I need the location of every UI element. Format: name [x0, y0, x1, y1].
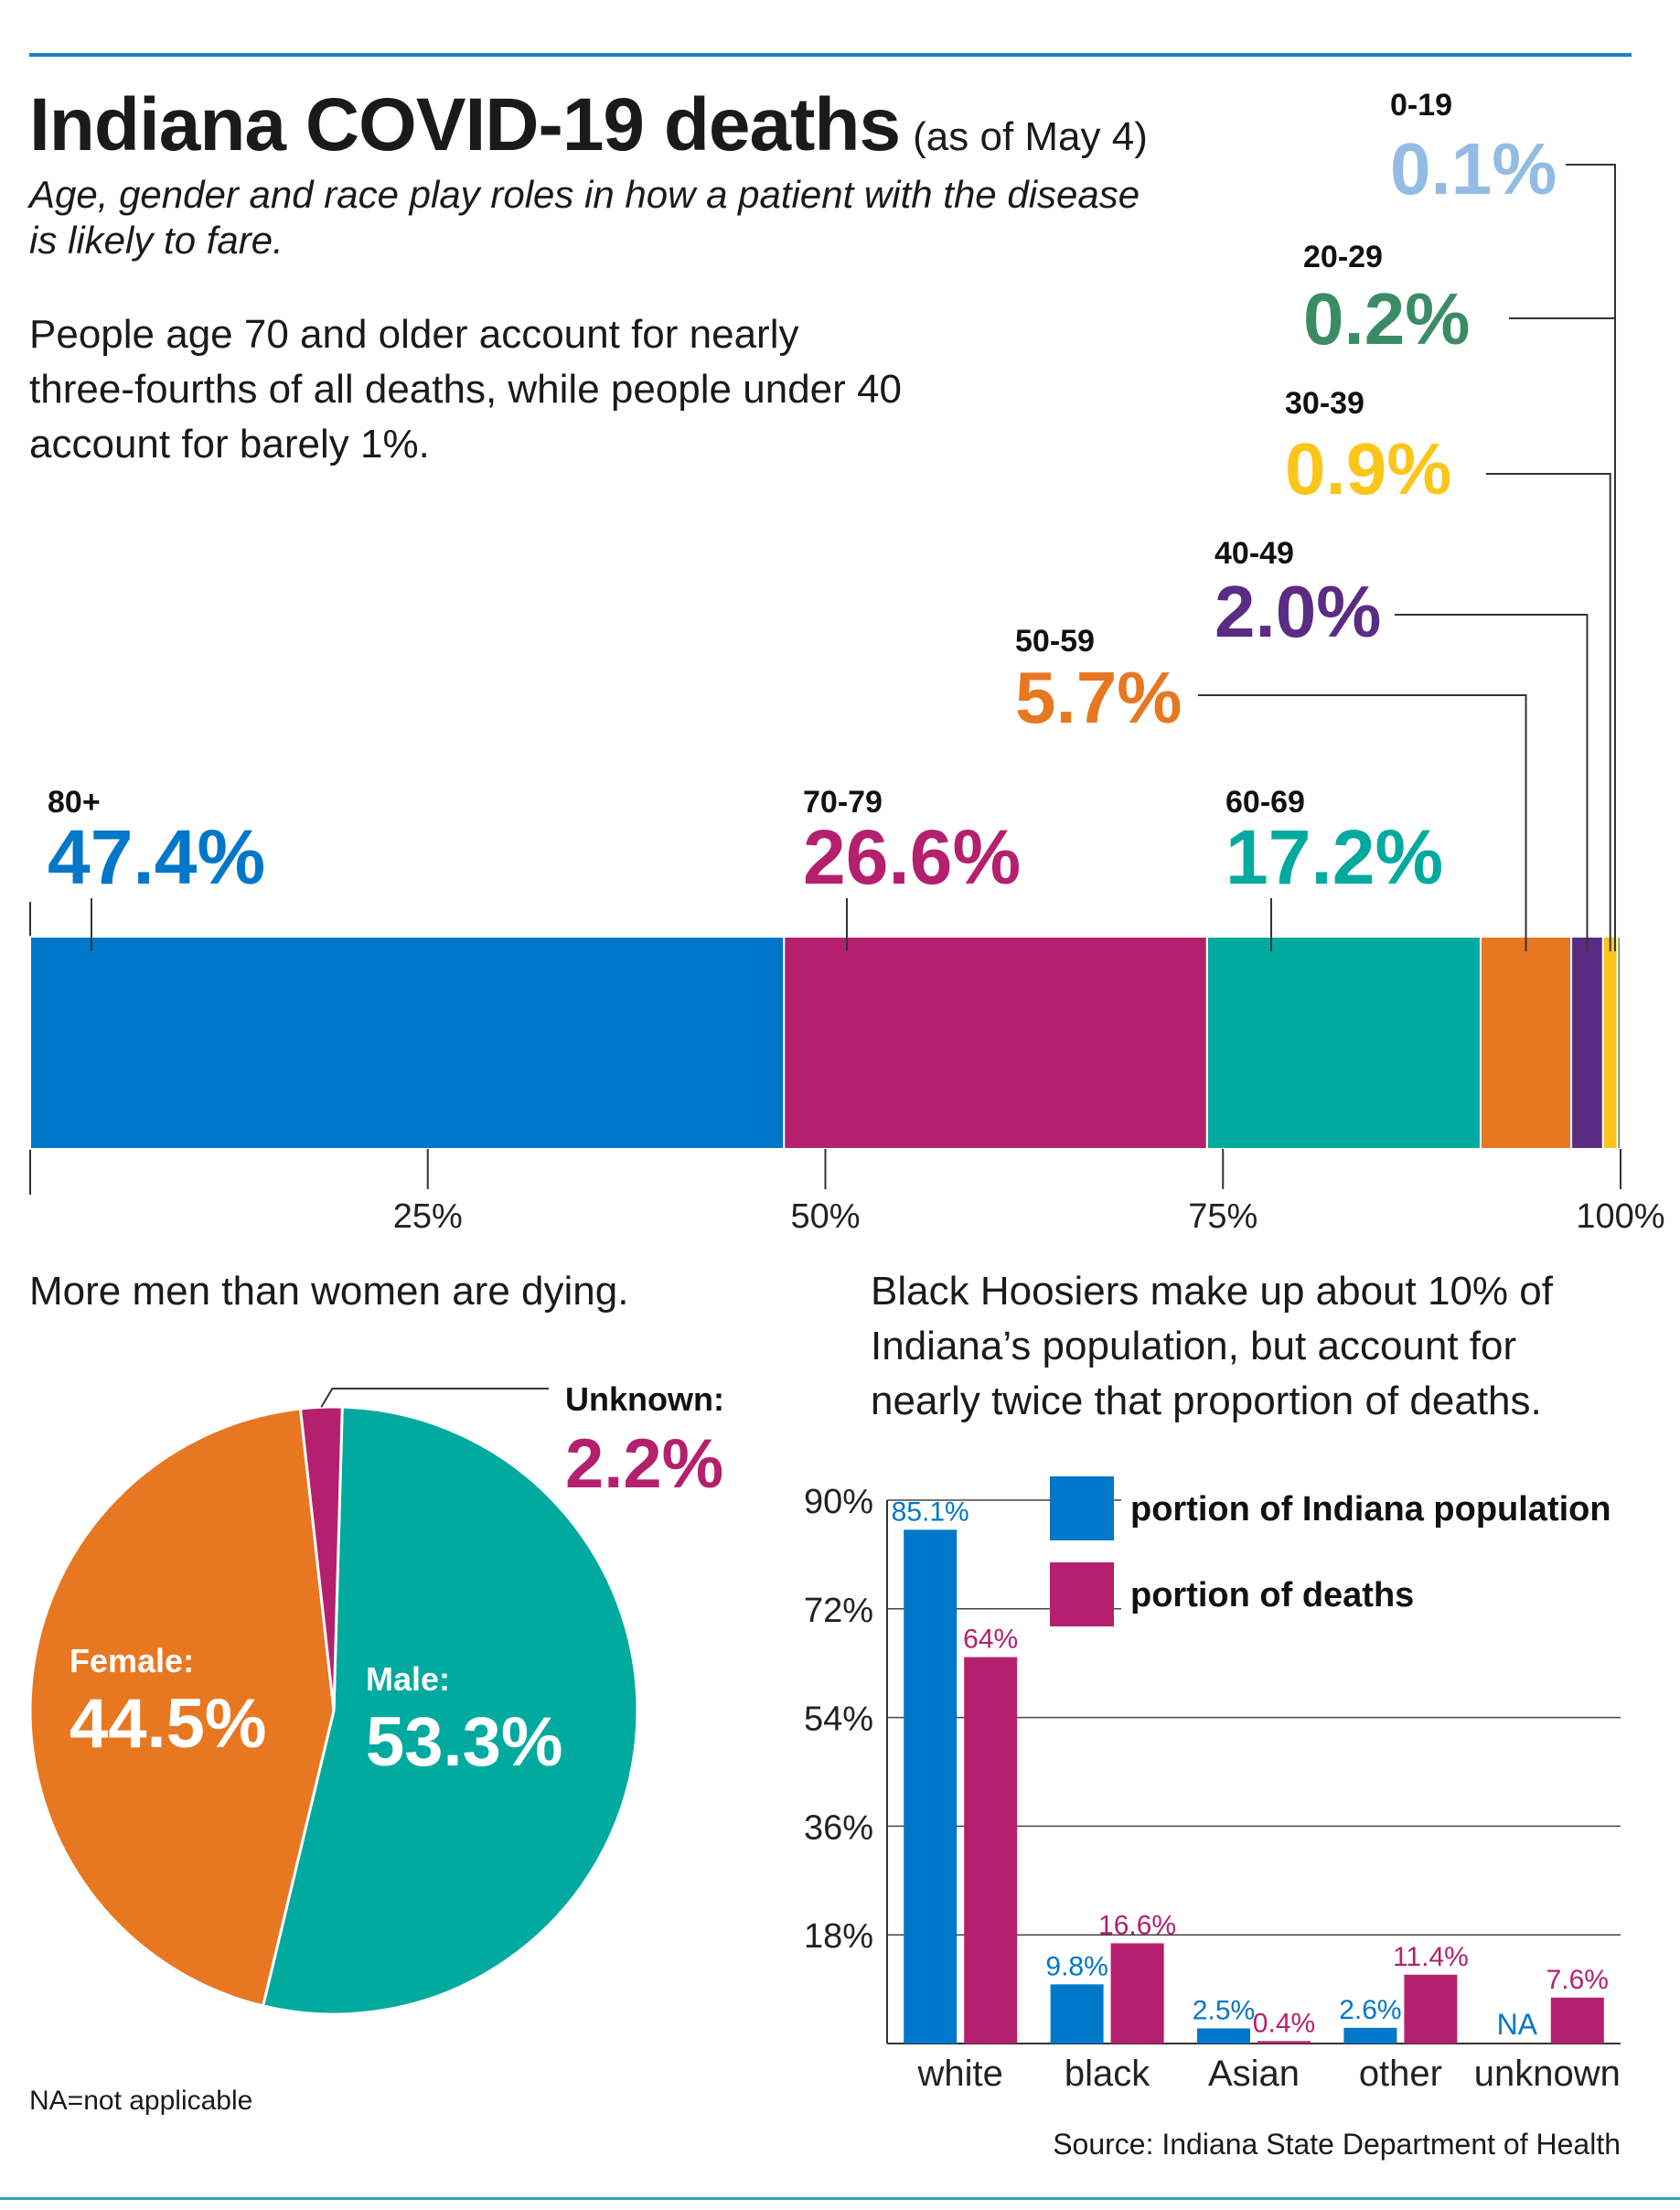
race-bar-asian-portion-of-deaths — [1257, 2041, 1311, 2044]
title-suffix: (as of May 4) — [913, 114, 1148, 159]
age-x-tick-label-100: 100% — [1576, 1197, 1664, 1236]
pie-value-male: 53.3% — [366, 1703, 563, 1781]
race-x-label-black: black — [1065, 2054, 1150, 2094]
age-segment-value-20-29: 0.2% — [1303, 278, 1470, 359]
race-bar-unknown-portion-of-deaths — [1550, 1997, 1604, 2044]
pie-value-female: 44.5% — [70, 1685, 267, 1763]
pie-value-unknown: 2.2% — [565, 1425, 723, 1503]
age-leader-30-39 — [1486, 473, 1611, 951]
age-segment-label-80: 80+ — [48, 785, 101, 820]
race-y-tick-label-72: 72% — [804, 1592, 873, 1630]
age-segment-label-50-59: 50-59 — [1015, 624, 1095, 659]
age-segment-label-70-79: 70-79 — [803, 785, 883, 820]
race-bar-asian-portion-of-indiana-population — [1197, 2028, 1250, 2044]
race-legend-label-portion-of-indiana-population: portion of Indiana population — [1130, 1490, 1611, 1529]
pie-slice-unknown — [298, 1405, 344, 1711]
age-segment-label-40-49: 40-49 — [1215, 536, 1294, 571]
age-leader-0-19 — [1566, 164, 1616, 951]
source-note: Source: Indiana State Department of Heal… — [1053, 2128, 1621, 2161]
age-bar-segment-40-49 — [1570, 936, 1604, 1150]
age-bar-segment-30-39 — [1601, 936, 1619, 1150]
age-segment-label-0-19: 0-19 — [1390, 88, 1452, 123]
race-bar-label-unknown-portion-of-indiana-population: NA — [1497, 2008, 1538, 2041]
age-segment-label-60-69: 60-69 — [1225, 785, 1305, 820]
age-leader-20-29 — [1509, 317, 1616, 951]
pie-label-unknown: Unknown: — [565, 1380, 724, 1418]
race-bar-label-other-portion-of-deaths: 11.4% — [1393, 1942, 1469, 1972]
age-segment-value-70-79: 26.6% — [803, 814, 1021, 900]
race-legend-swatch-portion-of-indiana-population — [1050, 1476, 1114, 1540]
race-x-label-white: white — [917, 2054, 1003, 2094]
race-bar-label-unknown-portion-of-deaths: 7.6% — [1546, 1965, 1609, 1995]
age-bar-segment-80 — [29, 936, 786, 1150]
race-y-tick-label-36: 36% — [804, 1808, 873, 1847]
race-bar-black-portion-of-indiana-population — [1050, 1984, 1104, 2044]
age-segment-value-50-59: 5.7% — [1015, 657, 1182, 738]
race-x-label-asian: Asian — [1208, 2054, 1300, 2094]
age-segment-value-0-19: 0.1% — [1390, 128, 1557, 209]
age-segment-value-60-69: 17.2% — [1225, 814, 1443, 900]
age-x-tick-label-50: 50% — [790, 1197, 860, 1236]
bottom-rule — [0, 2197, 1680, 2200]
race-bar-black-portion-of-deaths — [1110, 1943, 1164, 2044]
race-legend-bg-portion-of-deaths — [1121, 1568, 1621, 1621]
top-rule — [29, 53, 1632, 57]
gender-section-text: More men than women are dying. — [29, 1269, 629, 1314]
page-title: Indiana COVID-19 deaths (as of May 4) — [29, 82, 1148, 168]
pie-slice-female — [28, 1407, 336, 2008]
age-segment-value-80: 47.4% — [48, 814, 265, 900]
na-note: NA=not applicable — [29, 2086, 253, 2116]
age-section-text: People age 70 and older account for near… — [29, 312, 902, 467]
age-bar-segment-0-19 — [1620, 936, 1623, 1150]
pie-leader-unknown — [320, 1388, 549, 1408]
age-segment-label-20-29: 20-29 — [1303, 240, 1383, 274]
age-x-tick-label-25: 25% — [393, 1197, 463, 1236]
race-x-label-other: other — [1359, 2054, 1442, 2094]
age-leader-50-59 — [1198, 694, 1527, 951]
race-legend-label-portion-of-deaths: portion of deaths — [1130, 1576, 1414, 1615]
race-bar-white-portion-of-indiana-population — [904, 1529, 958, 2044]
race-legend-swatch-portion-of-deaths — [1050, 1562, 1114, 1626]
age-bar-segment-60-69 — [1205, 936, 1482, 1150]
race-grouped-bar-chart: 18% 36% 54% 72% 90% white 85.1% 64% black 9.8% 16.… — [804, 1476, 1621, 2094]
race-bar-label-asian-portion-of-deaths: 0.4% — [1253, 2008, 1315, 2038]
race-y-tick-label-54: 54% — [804, 1700, 873, 1739]
race-bar-other-portion-of-deaths — [1404, 1974, 1458, 2044]
age-segment-value-40-49: 2.0% — [1215, 571, 1381, 652]
race-bar-white-portion-of-deaths — [964, 1657, 1018, 2044]
race-bar-label-white-portion-of-deaths: 64% — [963, 1625, 1018, 1655]
race-section-text: Black Hoosiers make up about 10% of Indi… — [871, 1269, 1553, 1423]
age-leader-40-49 — [1395, 614, 1589, 951]
race-bar-label-black-portion-of-indiana-population: 9.8% — [1045, 1951, 1108, 1981]
age-segment-value-30-39: 0.9% — [1285, 428, 1451, 510]
race-bar-label-other-portion-of-indiana-population: 2.6% — [1339, 1995, 1401, 2025]
race-y-tick-label-18: 18% — [804, 1917, 873, 1956]
race-bar-label-white-portion-of-indiana-population: 85.1% — [892, 1497, 969, 1527]
race-x-label-unknown: unknown — [1474, 2054, 1621, 2094]
age-segment-label-30-39: 30-39 — [1285, 386, 1364, 421]
age-x-tick-label-75: 75% — [1188, 1197, 1257, 1236]
gender-pie-chart: Male: 53.3% Female: 44.5% Unknown: 2.2% — [28, 1380, 724, 2016]
pie-label-female: Female: — [70, 1642, 194, 1679]
pie-label-male: Male: — [366, 1660, 450, 1698]
pie-slice-male — [261, 1405, 639, 2016]
age-bar-segment-50-59 — [1479, 936, 1573, 1150]
race-y-tick-label-90: 90% — [804, 1483, 873, 1521]
race-legend-bg-portion-of-indiana-population — [1121, 1482, 1621, 1535]
race-bar-label-asian-portion-of-indiana-population: 2.5% — [1193, 1996, 1255, 2026]
race-bar-other-portion-of-indiana-population — [1343, 2027, 1397, 2044]
page-subtitle: Age, gender and race play roles in how a… — [29, 173, 1140, 262]
race-bar-label-black-portion-of-deaths: 16.6% — [1098, 1910, 1176, 1940]
age-bar-segment-70-79 — [783, 936, 1208, 1150]
title-text: Indiana COVID-19 deaths — [29, 83, 901, 166]
